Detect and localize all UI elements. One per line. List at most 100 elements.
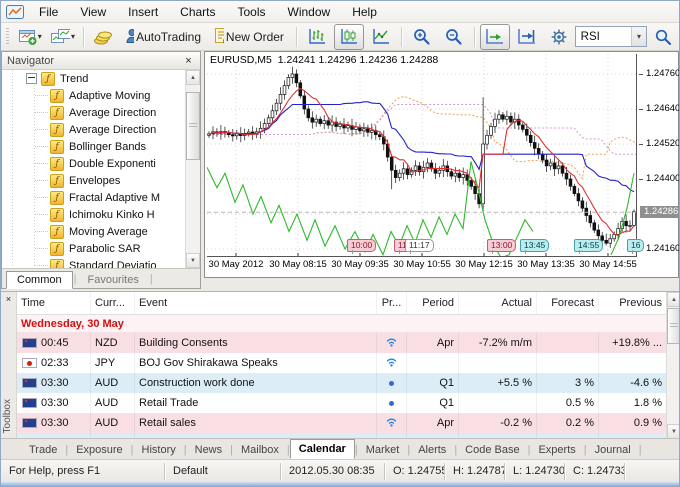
tab-calendar[interactable]: Calendar [289,439,355,459]
menu-item-view[interactable]: View [80,4,107,19]
indicator-combo[interactable]: RSI ▾ [574,26,648,47]
line-chart-button[interactable] [366,24,396,50]
price-tick-label: 1.24760 [646,68,680,79]
tree-item-label: Average Direction [69,123,157,136]
cell-curr: AUD [91,413,135,433]
collapse-minus-icon[interactable] [26,73,37,84]
chart-shift-button[interactable] [512,24,542,50]
navigator-tab-favourites[interactable]: Favourites [87,274,139,286]
navigator-close-icon[interactable]: × [185,54,192,67]
navigator-scrollbar[interactable]: ▲ ▼ [185,70,200,268]
event-flag[interactable]: 13:00 [487,239,517,254]
new-chart-button[interactable]: ▾ [15,24,45,50]
autotrading-button[interactable]: AutoTrading [121,24,208,50]
tab-experts[interactable]: Experts [538,444,576,456]
tree-item[interactable]: ƒ Envelopes [2,172,185,189]
zoom-in-button[interactable] [407,24,437,50]
tree-item[interactable]: ƒ Bollinger Bands [2,138,185,155]
calendar-event-row[interactable]: 03:30 AUD Retail sales Apr -0.2 % 0.2 % 0.9 % [17,413,667,433]
calendar-event-row[interactable]: 03:30 AUD Retail Trade Q1 0.5 % 1.8 % [17,393,667,413]
tree-item[interactable]: ƒ Parabolic SAR [2,240,185,257]
tree-item[interactable]: ƒ Double Exponenti [2,155,185,172]
event-flag[interactable]: 10:00 [347,239,377,254]
tab-market[interactable]: Market [365,444,400,456]
zoom-out-button[interactable] [439,24,469,50]
toolbox-close-icon[interactable]: × [5,294,12,304]
indicator-settings-button[interactable] [544,24,574,50]
tree-item[interactable]: ƒ Adaptive Moving [2,87,185,104]
cell-curr: AUD [91,393,135,413]
menu-item-file[interactable]: File [39,4,59,19]
scrollbar-thumb[interactable] [186,92,200,160]
cell-actual [459,433,537,439]
scroll-down-icon[interactable]: ▼ [186,253,200,268]
tab-code-base[interactable]: Code Base [465,444,520,456]
tab-mailbox[interactable]: Mailbox [241,444,279,456]
window-bottom-edge [1,482,679,486]
bar-chart-button[interactable] [302,24,332,50]
column-header-event[interactable]: Event [135,292,377,314]
auto-scroll-button[interactable] [479,23,510,50]
navigator-tab-common[interactable]: Common [6,271,73,289]
chart-plot[interactable]: 10:00 11 11:17 13:00 13:45 14:55 16 [207,54,645,257]
tree-item[interactable]: ƒ Fractal Adaptive M [2,189,185,206]
toolbar-grip[interactable] [6,27,9,46]
calendar-event-row[interactable]: 03:30 AUD Construction work done Q1 +5.5 % 3 … [17,373,667,393]
event-time: 00:45 [41,337,69,349]
toolbox-scrollbar[interactable]: ▲ ▼ [666,292,679,439]
tree-item[interactable]: ƒ Ichimoku Kinko H [2,206,185,223]
navigator-tabs: Common | Favourites | [2,268,200,289]
indicator-search-button[interactable] [648,24,678,50]
tab-history[interactable]: History [141,444,176,456]
menu-item-window[interactable]: Window [287,4,331,19]
profiles-button[interactable]: ▾ [47,24,78,50]
scroll-up-icon[interactable]: ▲ [667,292,679,307]
history-center-button[interactable] [89,24,119,50]
scrollbar-thumb[interactable] [667,308,679,344]
menu-items: File View Insert Charts Tools Window Help [28,3,388,21]
column-header-period[interactable]: Period [407,292,459,314]
tab-journal[interactable]: Journal [594,444,631,456]
tree-item[interactable]: ƒ Average Direction [2,104,185,121]
tab-alerts[interactable]: Alerts [418,444,447,456]
line-chart-icon [373,29,390,44]
column-header-actual[interactable]: Actual [459,292,537,314]
column-header-pr[interactable]: Pr... [377,292,407,314]
scroll-down-icon[interactable]: ▼ [667,424,679,439]
event-flag[interactable]: 16 [627,239,645,254]
column-header-time[interactable]: Time [17,292,91,314]
cell-time: 00:45 [17,333,91,353]
column-header-curr[interactable]: Curr... [91,292,135,314]
column-header-forecast[interactable]: Forecast [537,292,599,314]
tab-divider: | [454,444,458,456]
tree-item[interactable]: ƒ Average Direction [2,121,185,138]
tree-item[interactable]: ƒ Moving Average [2,223,185,240]
search-icon [655,29,672,45]
chart-time-axis[interactable]: 30 May 2012 30 May 08:15 30 May 09:35 30 Ma… [207,258,637,274]
tree-node-trend[interactable]: ƒ Trend [2,70,185,87]
menu-item-charts[interactable]: Charts [180,4,216,19]
menu-item-tools[interactable]: Tools [237,4,266,19]
tab-trade[interactable]: Trade [29,444,58,456]
chevron-down-icon[interactable]: ▾ [631,27,647,46]
new-order-button[interactable]: New Order [210,24,291,50]
cell-period [407,433,459,439]
scroll-up-icon[interactable]: ▲ [186,70,200,85]
event-flag[interactable]: 14:55 [574,239,604,254]
menu-item-help[interactable]: Help [352,4,377,19]
chevron-down-icon: ▾ [70,32,75,41]
coins-icon [94,31,113,44]
menu-item-insert[interactable]: Insert [128,4,159,19]
event-flag[interactable]: 13:45 [520,239,550,254]
candlestick-chart-button[interactable] [333,23,364,50]
tab-news[interactable]: News [194,444,223,456]
current-price-tag: 1.24286 [640,206,679,218]
calendar-event-row[interactable]: 00:45 NZD Building Consents Apr -7.2% m/m +19… [17,333,667,353]
tab-divider: | [149,272,153,285]
tab-exposure[interactable]: Exposure [76,444,123,456]
tree-item[interactable]: ƒ Standard Deviatio [2,257,185,268]
calendar-event-row[interactable]: 02:33 JPY BOJ Gov Shirakawa Speaks [17,353,667,373]
column-header-previous[interactable]: Previous [599,292,667,314]
chart-price-axis[interactable]: 1.24760 1.24640 1.24520 1.24400 1.24160 1.242… [639,54,680,256]
event-flag[interactable]: 11:17 [405,239,434,254]
